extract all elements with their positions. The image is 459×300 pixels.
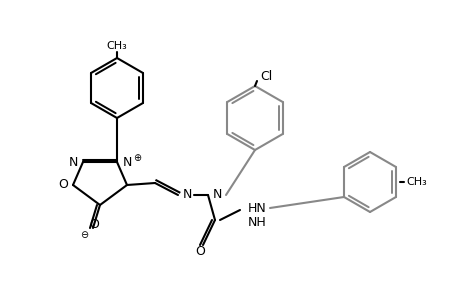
Text: N: N [182,188,191,200]
Text: Cl: Cl [259,70,272,83]
Text: ⊖: ⊖ [80,230,88,240]
Text: CH₃: CH₃ [405,177,426,187]
Text: CH₃: CH₃ [106,41,127,51]
Text: O: O [89,218,99,230]
Text: NH: NH [247,215,266,229]
Text: HN: HN [247,202,266,214]
Text: ⊕: ⊕ [133,153,141,163]
Text: N: N [68,155,78,169]
Text: O: O [195,245,205,259]
Text: O: O [58,178,68,191]
Text: N: N [212,188,221,200]
Text: N: N [122,155,131,169]
